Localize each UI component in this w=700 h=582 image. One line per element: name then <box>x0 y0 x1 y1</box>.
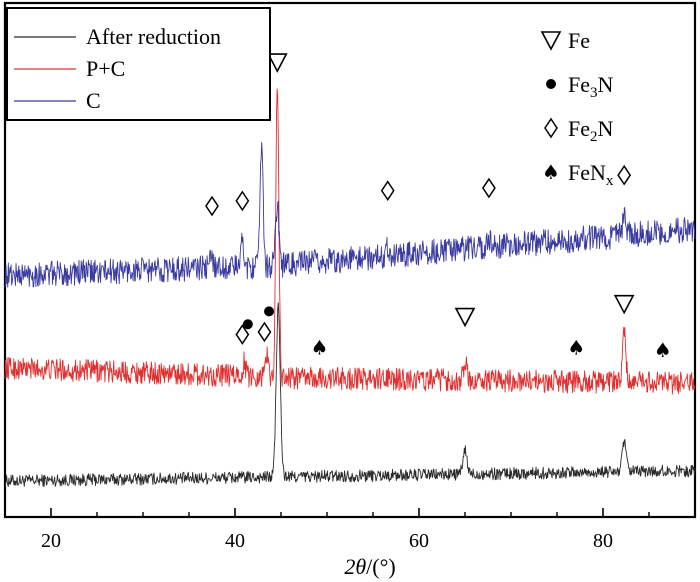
series-group <box>4 88 696 488</box>
key-diamond-marker <box>544 117 558 139</box>
key-label: Fe2N <box>568 116 614 145</box>
annotation-diamond-marker <box>617 164 632 186</box>
x-axis: 20 40 60 80 <box>4 508 696 552</box>
x-tick-label: 80 <box>593 530 613 552</box>
annotation-spade-marker: ♠ <box>567 335 585 359</box>
x-axis-label: 2θ/(°) <box>344 554 395 579</box>
phase-key: Fe Fe3N Fe2N ♠ FeNx <box>540 28 614 189</box>
annotation-diamond-marker <box>235 190 250 212</box>
series-line-1 <box>4 88 696 395</box>
x-tick-label: 60 <box>409 530 429 552</box>
legend-label-c: C <box>86 88 101 113</box>
legend: After reduction P+C C <box>6 7 271 121</box>
annotation-diamond-marker <box>482 177 496 199</box>
key-label: Fe3N <box>568 72 614 101</box>
annotation-diamond-marker <box>235 324 250 345</box>
key-triangle-marker <box>540 31 562 51</box>
key-label: Fe <box>568 28 590 53</box>
x-axis-label-italic: 2θ <box>344 554 366 579</box>
annotation-dot-marker <box>242 319 253 330</box>
annotation-triangle-marker <box>266 53 288 73</box>
x-tick-label: 20 <box>41 530 61 552</box>
key-label: FeNx <box>568 160 614 189</box>
key-spade-marker: ♠ <box>542 160 560 184</box>
x-tick-label: 40 <box>225 530 245 552</box>
annotation-dot-marker <box>264 306 275 317</box>
annotation-spade-marker: ♠ <box>654 338 672 362</box>
key-dot-marker <box>546 79 556 89</box>
series-line-2 <box>4 142 696 288</box>
annotation-triangle-marker <box>454 307 476 328</box>
plot-frame <box>3 1 697 519</box>
legend-label-pc: P+C <box>86 56 125 81</box>
annotation-triangle-marker <box>613 294 635 315</box>
annotation-spade-marker: ♠ <box>311 335 329 359</box>
x-axis-label-unit: /(°) <box>366 554 396 579</box>
legend-label-after-reduction: After reduction <box>86 24 221 49</box>
annotation-diamond-marker <box>205 195 219 217</box>
annotation-diamond-marker <box>257 321 272 343</box>
series-line-0 <box>4 302 696 488</box>
annotation-diamond-marker <box>380 180 395 201</box>
